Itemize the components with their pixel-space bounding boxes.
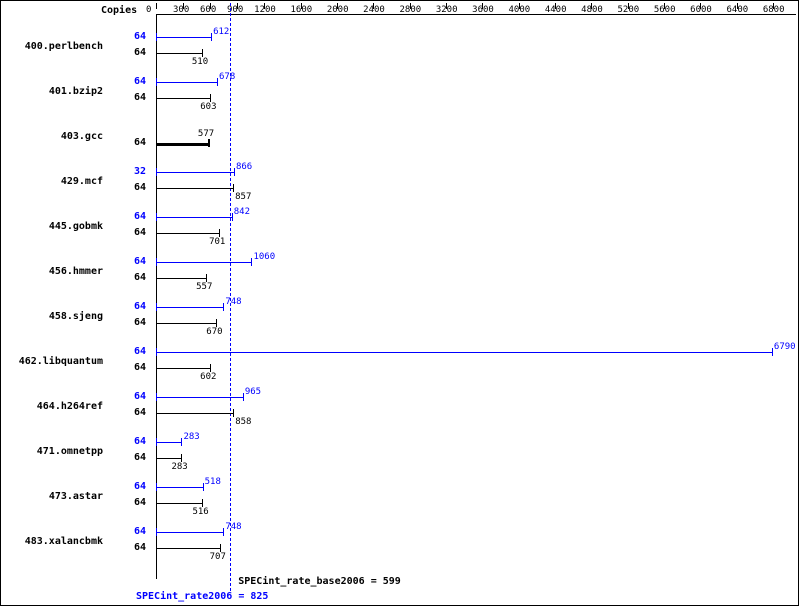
- base-value: 701: [209, 237, 225, 247]
- base-bar: [156, 233, 219, 234]
- peak-copies: 64: [116, 526, 146, 537]
- peak-bar: [156, 82, 217, 83]
- peak-copies: 64: [116, 76, 146, 87]
- base-bar: [156, 278, 206, 279]
- peak-value: 748: [225, 297, 241, 307]
- benchmark-name: 456.hmmer: [3, 266, 103, 277]
- base-bar: [156, 413, 233, 414]
- peak-bar: [156, 217, 232, 218]
- peak-bar: [156, 442, 181, 443]
- benchmark-name: 403.gcc: [3, 131, 103, 142]
- peak-value: 748: [225, 522, 241, 532]
- peak-copies: 64: [116, 211, 146, 222]
- peak-bar: [156, 262, 251, 263]
- base-copies: 64: [116, 47, 146, 58]
- benchmark-name: 400.perlbench: [3, 41, 103, 52]
- base-copies: 64: [116, 182, 146, 193]
- base-value: 857: [235, 192, 251, 202]
- spec-rate-chart: Copies0300600900120016002000240028003200…: [0, 0, 799, 606]
- peak-bar: [156, 307, 223, 308]
- base-value: 557: [196, 282, 212, 292]
- benchmark-name: 473.astar: [3, 491, 103, 502]
- summary-base: SPECint_rate_base2006 = 599: [238, 576, 401, 587]
- benchmark-name: 429.mcf: [3, 176, 103, 187]
- peak-value: 612: [213, 27, 229, 37]
- base-bar: [156, 143, 208, 146]
- peak-copies: 64: [116, 301, 146, 312]
- peak-copies: 32: [116, 166, 146, 177]
- base-value: 602: [200, 372, 216, 382]
- base-value: 510: [192, 57, 208, 67]
- peak-copies: 64: [116, 481, 146, 492]
- summary-peak: SPECint_rate2006 = 825: [136, 591, 268, 602]
- base-copies: 64: [116, 272, 146, 283]
- base-bar: [156, 323, 216, 324]
- base-copies: 64: [116, 497, 146, 508]
- peak-bar: [156, 37, 211, 38]
- peak-bar: [156, 172, 234, 173]
- base-value: 707: [210, 552, 226, 562]
- base-value: 670: [206, 327, 222, 337]
- base-bar: [156, 98, 210, 99]
- peak-copies: 64: [116, 391, 146, 402]
- benchmark-name: 462.libquantum: [3, 356, 103, 367]
- base-copies: 64: [116, 137, 146, 148]
- peak-value: 6790: [774, 342, 796, 352]
- copies-header: Copies: [101, 5, 137, 16]
- base-bar: [156, 188, 233, 189]
- base-bar: [156, 503, 202, 504]
- base-copies: 64: [116, 407, 146, 418]
- peak-value: 283: [183, 432, 199, 442]
- peak-bar: [156, 397, 243, 398]
- base-copies: 64: [116, 542, 146, 553]
- base-copies: 64: [116, 92, 146, 103]
- peak-bar: [156, 487, 203, 488]
- peak-value: 678: [219, 72, 235, 82]
- base-value: 516: [192, 507, 208, 517]
- peak-copies: 64: [116, 436, 146, 447]
- peak-value: 866: [236, 162, 252, 172]
- base-copies: 64: [116, 452, 146, 463]
- base-copies: 64: [116, 227, 146, 238]
- base-copies: 64: [116, 362, 146, 373]
- peak-copies: 64: [116, 256, 146, 267]
- base-bar: [156, 548, 220, 549]
- benchmark-name: 464.h264ref: [3, 401, 103, 412]
- peak-value: 1060: [253, 252, 275, 262]
- base-value: 603: [200, 102, 216, 112]
- peak-copies: 64: [116, 31, 146, 42]
- base-value: 577: [198, 129, 214, 139]
- benchmark-name: 458.sjeng: [3, 311, 103, 322]
- peak-value: 965: [245, 387, 261, 397]
- base-value: 283: [171, 462, 187, 472]
- peak-value: 518: [205, 477, 221, 487]
- peak-bar: [156, 532, 223, 533]
- base-value: 858: [235, 417, 251, 427]
- base-bar: [156, 458, 181, 459]
- base-copies: 64: [116, 317, 146, 328]
- peak-copies: 64: [116, 346, 146, 357]
- benchmark-name: 445.gobmk: [3, 221, 103, 232]
- peak-value: 842: [234, 207, 250, 217]
- peak-bar: [156, 352, 772, 353]
- benchmark-name: 471.omnetpp: [3, 446, 103, 457]
- benchmark-name: 483.xalancbmk: [3, 536, 103, 547]
- base-bar: [156, 53, 202, 54]
- base-bar: [156, 368, 210, 369]
- benchmark-name: 401.bzip2: [3, 86, 103, 97]
